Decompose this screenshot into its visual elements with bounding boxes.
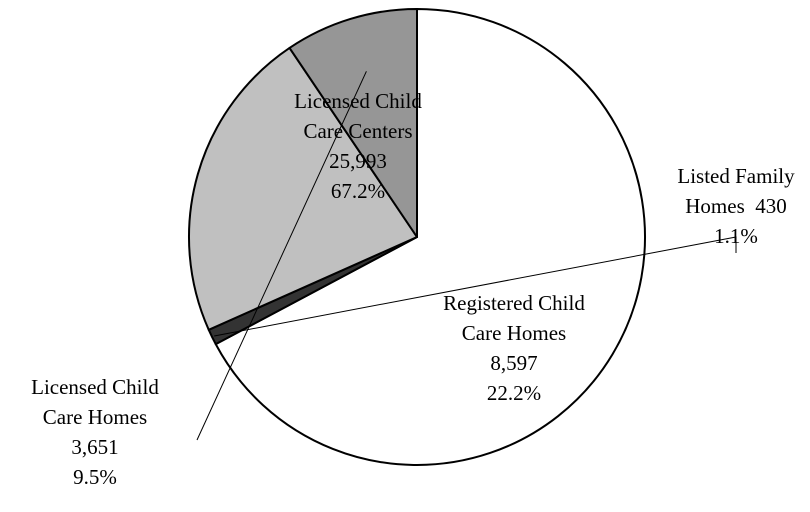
slice-label-line1: Registered Child bbox=[443, 291, 585, 315]
pie-slice-1 bbox=[214, 8, 646, 466]
slice-label-line2: Homes 430 bbox=[685, 194, 787, 218]
slice-label-line2: Care Centers bbox=[303, 119, 412, 143]
slice-label-line1: Listed Family bbox=[677, 164, 795, 188]
pie-slice-3 bbox=[188, 46, 418, 331]
slice-percent: 9.5% bbox=[73, 465, 117, 489]
slice-percent: 1.1% bbox=[714, 224, 758, 248]
slice-value: 430 bbox=[755, 194, 787, 218]
slice-label-line2: Care Homes bbox=[462, 321, 566, 345]
slice-value: 8,597 bbox=[490, 351, 537, 375]
leader-line-4 bbox=[196, 71, 367, 441]
slice-percent: 22.2% bbox=[487, 381, 541, 405]
slice-label-line1: Licensed Child bbox=[294, 89, 422, 113]
slice-label-line1: Licensed Child bbox=[31, 375, 159, 399]
slice-label-line2-text: Homes bbox=[685, 194, 745, 218]
leader-line-2 bbox=[214, 236, 737, 337]
slice-label-line2: Care Homes bbox=[43, 405, 147, 429]
slice-percent: 67.2% bbox=[331, 179, 385, 203]
slice-value: 3,651 bbox=[71, 435, 118, 459]
slice-value: 25,993 bbox=[329, 149, 387, 173]
pie-slice-4 bbox=[288, 8, 418, 238]
